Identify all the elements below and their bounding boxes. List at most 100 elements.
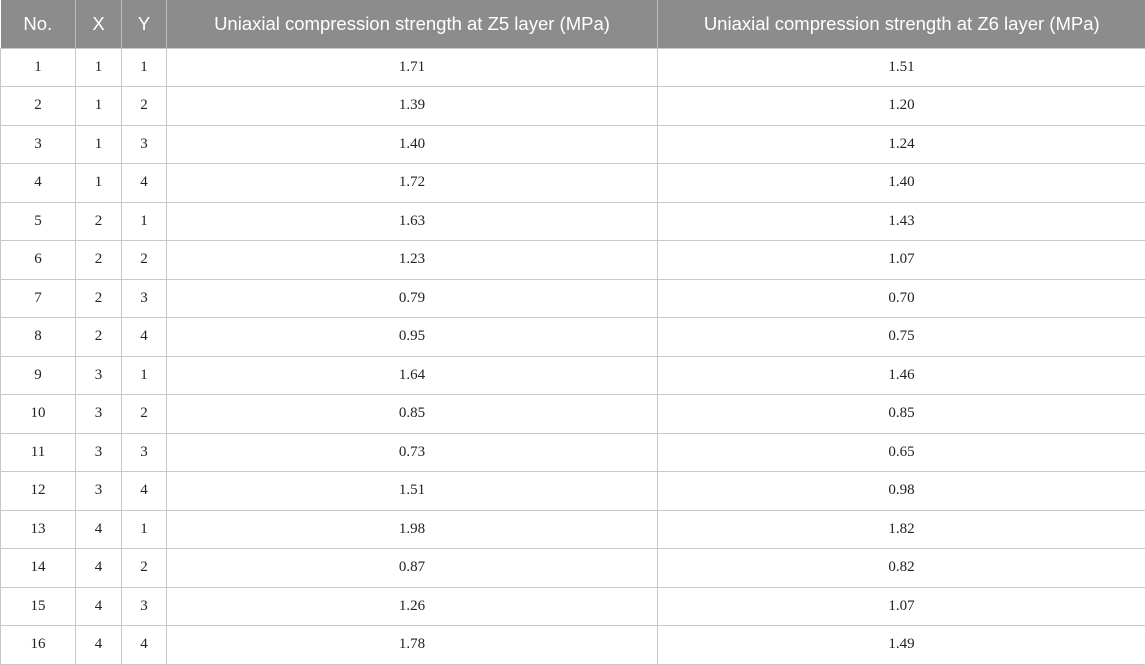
cell-no: 12 bbox=[1, 472, 76, 511]
cell-x: 2 bbox=[76, 202, 122, 241]
cell-y: 2 bbox=[122, 395, 167, 434]
cell-x: 2 bbox=[76, 241, 122, 280]
cell-z6-strength: 1.43 bbox=[658, 202, 1145, 241]
cell-no: 3 bbox=[1, 125, 76, 164]
cell-y: 1 bbox=[122, 510, 167, 549]
header-no: No. bbox=[1, 0, 76, 48]
cell-x: 3 bbox=[76, 433, 122, 472]
cell-no: 13 bbox=[1, 510, 76, 549]
cell-z5-strength: 1.64 bbox=[167, 356, 658, 395]
cell-z6-strength: 1.40 bbox=[658, 164, 1145, 203]
header-row: No. X Y Uniaxial compression strength at… bbox=[1, 0, 1145, 48]
cell-x: 1 bbox=[76, 48, 122, 87]
cell-x: 3 bbox=[76, 395, 122, 434]
cell-x: 4 bbox=[76, 510, 122, 549]
header-y: Y bbox=[122, 0, 167, 48]
cell-z6-strength: 1.46 bbox=[658, 356, 1145, 395]
cell-z5-strength: 1.78 bbox=[167, 626, 658, 665]
cell-x: 4 bbox=[76, 626, 122, 665]
cell-z6-strength: 1.51 bbox=[658, 48, 1145, 87]
cell-no: 7 bbox=[1, 279, 76, 318]
cell-y: 2 bbox=[122, 87, 167, 126]
cell-x: 4 bbox=[76, 549, 122, 588]
cell-z5-strength: 0.79 bbox=[167, 279, 658, 318]
cell-x: 2 bbox=[76, 279, 122, 318]
cell-x: 3 bbox=[76, 472, 122, 511]
cell-z6-strength: 1.82 bbox=[658, 510, 1145, 549]
cell-z5-strength: 1.98 bbox=[167, 510, 658, 549]
table-header: No. X Y Uniaxial compression strength at… bbox=[1, 0, 1145, 48]
cell-z5-strength: 1.40 bbox=[167, 125, 658, 164]
cell-z5-strength: 1.26 bbox=[167, 587, 658, 626]
cell-no: 2 bbox=[1, 87, 76, 126]
cell-z5-strength: 0.87 bbox=[167, 549, 658, 588]
cell-y: 3 bbox=[122, 125, 167, 164]
cell-y: 3 bbox=[122, 279, 167, 318]
cell-no: 11 bbox=[1, 433, 76, 472]
cell-no: 14 bbox=[1, 549, 76, 588]
cell-y: 4 bbox=[122, 472, 167, 511]
header-z6-strength: Uniaxial compression strength at Z6 laye… bbox=[658, 0, 1145, 48]
cell-x: 2 bbox=[76, 318, 122, 357]
cell-no: 15 bbox=[1, 587, 76, 626]
cell-y: 1 bbox=[122, 356, 167, 395]
cell-no: 6 bbox=[1, 241, 76, 280]
cell-z5-strength: 1.51 bbox=[167, 472, 658, 511]
cell-z5-strength: 0.95 bbox=[167, 318, 658, 357]
cell-z6-strength: 0.98 bbox=[658, 472, 1145, 511]
cell-y: 3 bbox=[122, 587, 167, 626]
cell-z5-strength: 1.39 bbox=[167, 87, 658, 126]
cell-no: 8 bbox=[1, 318, 76, 357]
cell-z6-strength: 0.70 bbox=[658, 279, 1145, 318]
cell-z6-strength: 1.07 bbox=[658, 587, 1145, 626]
cell-x: 4 bbox=[76, 587, 122, 626]
cell-x: 1 bbox=[76, 87, 122, 126]
cell-x: 1 bbox=[76, 125, 122, 164]
cell-y: 1 bbox=[122, 48, 167, 87]
cell-z5-strength: 1.23 bbox=[167, 241, 658, 280]
cell-z5-strength: 1.63 bbox=[167, 202, 658, 241]
cell-no: 9 bbox=[1, 356, 76, 395]
cell-y: 4 bbox=[122, 626, 167, 665]
cell-z5-strength: 1.72 bbox=[167, 164, 658, 203]
cell-z6-strength: 0.65 bbox=[658, 433, 1145, 472]
cell-z5-strength: 0.73 bbox=[167, 433, 658, 472]
cell-x: 1 bbox=[76, 164, 122, 203]
cell-no: 1 bbox=[1, 48, 76, 87]
cell-z6-strength: 1.07 bbox=[658, 241, 1145, 280]
cell-no: 16 bbox=[1, 626, 76, 665]
header-x: X bbox=[76, 0, 122, 48]
cell-z6-strength: 1.24 bbox=[658, 125, 1145, 164]
cell-y: 3 bbox=[122, 433, 167, 472]
cell-z5-strength: 0.85 bbox=[167, 395, 658, 434]
cell-y: 4 bbox=[122, 318, 167, 357]
cell-no: 10 bbox=[1, 395, 76, 434]
cell-z6-strength: 0.85 bbox=[658, 395, 1145, 434]
cell-z6-strength: 1.49 bbox=[658, 626, 1145, 665]
cell-x: 3 bbox=[76, 356, 122, 395]
cell-z6-strength: 1.20 bbox=[658, 87, 1145, 126]
cell-y: 2 bbox=[122, 549, 167, 588]
cell-no: 5 bbox=[1, 202, 76, 241]
cell-y: 4 bbox=[122, 164, 167, 203]
cell-y: 2 bbox=[122, 241, 167, 280]
cell-z6-strength: 0.82 bbox=[658, 549, 1145, 588]
